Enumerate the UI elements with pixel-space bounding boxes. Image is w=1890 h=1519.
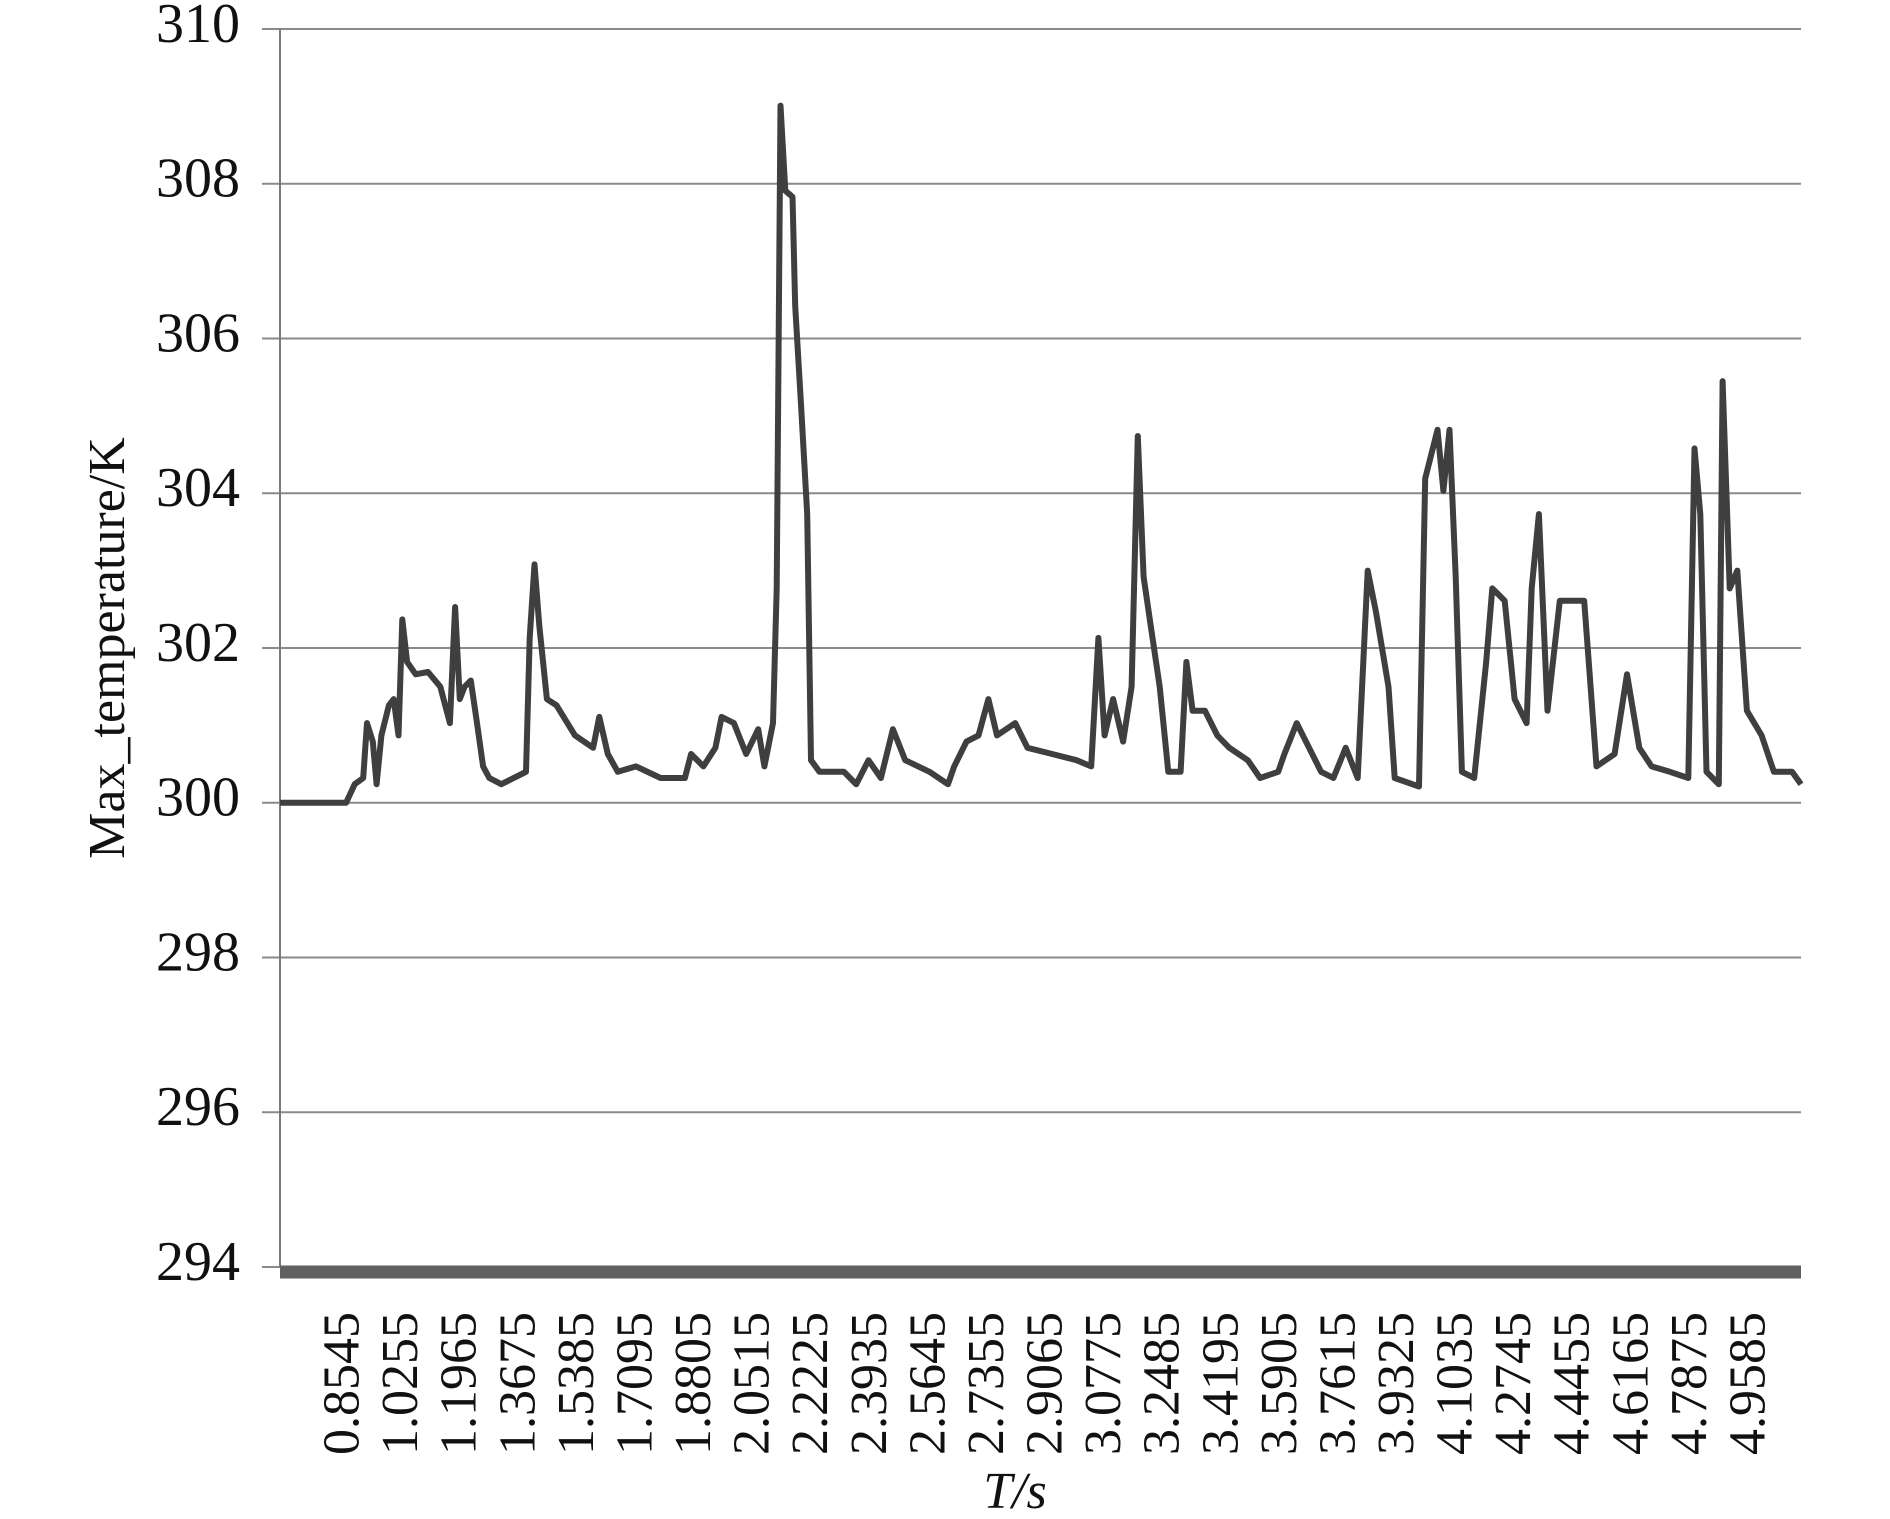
y-tick-label: 310 xyxy=(156,0,240,55)
data-line xyxy=(280,102,1804,806)
x-tick-label: 3.9325 xyxy=(1368,1312,1425,1455)
y-tick-label: 298 xyxy=(156,921,240,983)
x-tick-label: 4.1035 xyxy=(1427,1312,1484,1455)
x-tick-label: 1.3675 xyxy=(489,1312,546,1455)
x-tick-label: 2.5645 xyxy=(899,1312,956,1455)
y-tick-label: 294 xyxy=(156,1231,240,1293)
x-tick-label: 4.4455 xyxy=(1544,1312,1601,1455)
x-tick-label: 1.7095 xyxy=(606,1312,663,1455)
y-tick-label: 300 xyxy=(156,767,240,829)
x-tick-label: 4.2745 xyxy=(1485,1312,1542,1455)
x-tick-label: 2.3935 xyxy=(841,1312,898,1455)
x-tick-label: 2.9065 xyxy=(1017,1312,1074,1455)
y-axis-title: Max_temperature/K xyxy=(79,437,136,859)
x-tick-label: 3.0775 xyxy=(1075,1312,1132,1455)
x-tick-label: 4.6165 xyxy=(1602,1312,1659,1455)
x-tick-label: 2.7355 xyxy=(958,1312,1015,1455)
x-tick-label: 3.5905 xyxy=(1251,1312,1308,1455)
y-tick-label: 304 xyxy=(156,457,240,519)
x-tick-label: 3.2485 xyxy=(1134,1312,1191,1455)
x-tick-label: 2.2225 xyxy=(782,1312,839,1455)
x-tick-label: 2.0515 xyxy=(724,1312,781,1455)
y-tick-label: 296 xyxy=(156,1076,240,1138)
x-tick-label: 1.8805 xyxy=(665,1312,722,1455)
x-axis-title: T/s xyxy=(983,1463,1047,1519)
y-tick-label: 302 xyxy=(156,612,240,674)
x-tick-label: 1.0255 xyxy=(372,1312,429,1455)
x-tick-label: 1.5385 xyxy=(548,1312,605,1455)
x-tick-label: 1.1965 xyxy=(431,1312,488,1455)
x-tick-label: 4.9585 xyxy=(1719,1312,1776,1455)
x-tick-label: 0.8545 xyxy=(314,1312,371,1455)
y-tick-label: 306 xyxy=(156,302,240,364)
x-tick-label: 3.7615 xyxy=(1309,1312,1366,1455)
x-tick-label: 3.4195 xyxy=(1192,1312,1249,1455)
y-tick-label: 308 xyxy=(156,148,240,210)
x-tick-label: 4.7875 xyxy=(1661,1312,1718,1455)
